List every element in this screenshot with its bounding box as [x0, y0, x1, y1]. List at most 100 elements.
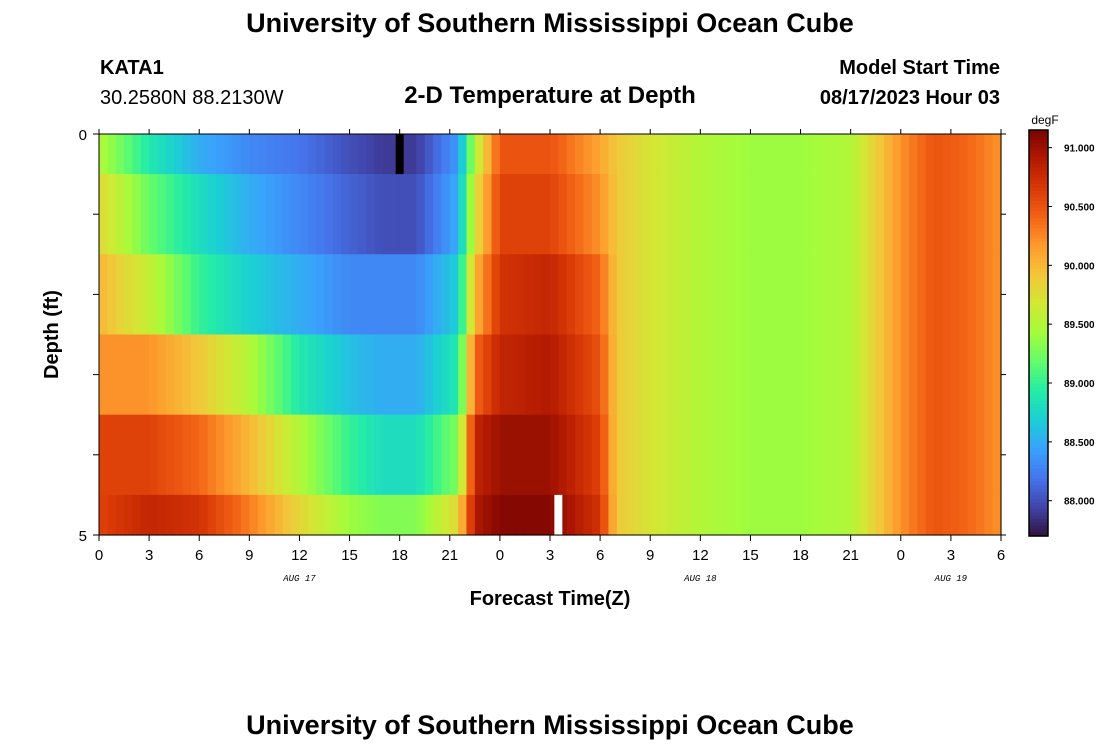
heatmap-cell	[99, 334, 108, 416]
colorbar-segment	[1029, 346, 1048, 351]
model-start-label: Model Start Time	[839, 57, 1000, 79]
heatmap-cell	[691, 334, 701, 416]
heatmap-cell	[708, 494, 718, 536]
heatmap-cell	[808, 334, 818, 416]
heatmap-cell	[909, 414, 919, 496]
heatmap-cell	[174, 494, 184, 536]
colorbar-segment	[1029, 214, 1048, 219]
heatmap-cell	[240, 174, 250, 255]
heatmap-cell	[366, 414, 376, 496]
colorbar-segment	[1029, 461, 1048, 466]
heatmap-cell	[391, 254, 401, 336]
heatmap-cell	[700, 134, 710, 175]
heatmap-cell	[474, 174, 484, 255]
colorbar-segment	[1029, 255, 1048, 260]
heatmap-cell	[875, 134, 885, 175]
heatmap-cell	[892, 494, 902, 536]
heatmap-cell	[533, 334, 543, 416]
colorbar-segment	[1029, 525, 1048, 530]
heatmap-cell	[817, 494, 827, 536]
colorbar-segment	[1029, 329, 1048, 334]
heatmap-cell	[859, 254, 868, 336]
colorbar-frame	[1028, 129, 1049, 537]
heatmap-cell	[324, 414, 334, 496]
heatmap-cell	[266, 174, 275, 255]
heatmap-cell	[399, 334, 409, 416]
heatmap-cell	[583, 254, 593, 336]
heatmap-cell	[307, 134, 317, 175]
heatmap-cell	[249, 254, 259, 336]
heatmap-cell	[149, 174, 159, 255]
heatmap-cell	[399, 174, 409, 255]
heatmap-cell	[541, 494, 551, 536]
heatmap-cell	[892, 414, 902, 496]
colorbar-segment	[1029, 471, 1048, 476]
heatmap-cell	[934, 174, 944, 255]
colorbar-segment	[1029, 295, 1048, 300]
heatmap-cell	[641, 134, 651, 175]
heatmap-cell	[107, 134, 117, 175]
heatmap-cell	[274, 334, 284, 416]
heatmap-cell	[942, 414, 952, 496]
colorbar-segment	[1029, 492, 1048, 496]
heatmap-cell	[850, 334, 860, 416]
y-tick-label: 5	[79, 528, 87, 545]
heatmap-cell	[591, 134, 601, 175]
heatmap-cell	[157, 254, 167, 336]
colorbar-tick-label: 88.500	[1064, 438, 1095, 449]
heatmap-cell	[299, 494, 309, 536]
heatmap-cell	[541, 254, 551, 336]
heatmap-cell	[767, 134, 777, 175]
colorbar-segment	[1029, 502, 1048, 507]
heatmap-cell	[382, 494, 392, 536]
x-tick-label: 18	[391, 547, 408, 564]
heatmap-cell	[959, 174, 969, 255]
heatmap-cell	[190, 254, 200, 336]
colorbar-segment	[1029, 444, 1048, 449]
heatmap-cell	[182, 254, 192, 336]
heatmap-cell	[817, 414, 827, 496]
heatmap-cell	[299, 134, 309, 175]
heatmap-cell	[959, 334, 969, 416]
heatmap-cell	[900, 174, 910, 255]
heatmap-cell	[99, 494, 108, 536]
heatmap-cell	[700, 494, 710, 536]
heatmap-cell	[516, 254, 526, 336]
heatmap-cell	[600, 254, 610, 336]
heatmap-cell	[967, 254, 977, 336]
heatmap-cell	[516, 414, 526, 496]
heatmap-cell	[291, 254, 301, 336]
heatmap-cell	[783, 254, 793, 336]
heatmap-cell	[199, 334, 209, 416]
heatmap-cell	[190, 174, 200, 255]
heatmap-cell	[717, 414, 726, 496]
heatmap-cell	[341, 494, 351, 536]
heatmap-cell	[357, 134, 367, 175]
heatmap-cell	[124, 494, 134, 536]
heatmap-cell	[132, 134, 142, 175]
heatmap-cell	[967, 414, 977, 496]
colorbar-segment	[1029, 519, 1048, 524]
colorbar-segment	[1029, 163, 1048, 168]
heatmap-cell	[391, 414, 401, 496]
heatmap-cell	[357, 334, 367, 416]
heatmap-cell	[967, 174, 977, 255]
colorbar-segment	[1029, 339, 1048, 344]
heatmap-cell	[374, 174, 384, 255]
heatmap-cell	[474, 414, 484, 496]
colorbar-segment	[1029, 309, 1048, 314]
heatmap-cell	[341, 414, 351, 496]
heatmap-cell	[641, 174, 651, 255]
heatmap-cell	[491, 254, 501, 336]
heatmap-cell	[207, 334, 217, 416]
heatmap-cell	[382, 174, 392, 255]
heatmap-cell	[416, 254, 426, 336]
heatmap-cell	[140, 414, 150, 496]
heatmap-cell	[282, 414, 292, 496]
colorbar-segment	[1029, 136, 1048, 141]
heatmap-cell	[700, 254, 710, 336]
colorbar-segment	[1029, 265, 1048, 270]
heatmap-cell	[107, 174, 117, 255]
heatmap-cell	[650, 494, 660, 536]
heatmap-cell	[449, 134, 459, 175]
